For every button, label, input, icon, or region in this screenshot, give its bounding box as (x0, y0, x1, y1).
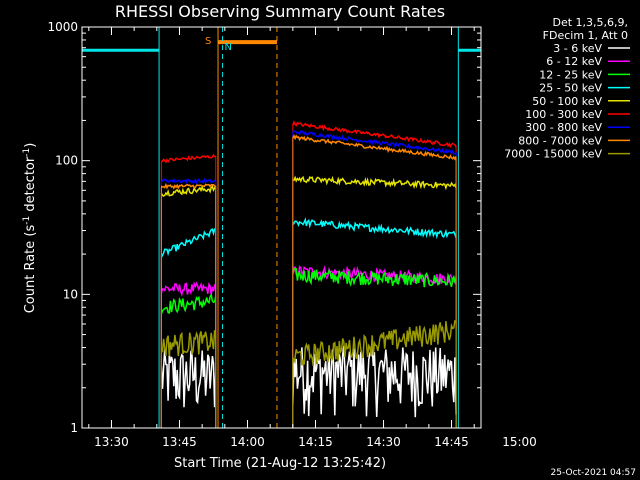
x-tick-label: 14:30 (366, 435, 401, 449)
x-tick-label: 15:00 (502, 435, 537, 449)
series-line (160, 349, 217, 408)
series-line (160, 153, 217, 164)
x-axis-label: Start Time (21-Aug-12 13:25:42) (174, 456, 386, 471)
legend-label: 100 - 300 keV (525, 108, 602, 121)
series-line (160, 182, 217, 190)
y-tick-label: 1000 (47, 20, 78, 34)
plot-area: NS (82, 27, 481, 428)
x-tick-label: 14:00 (230, 435, 265, 449)
legend-label: 300 - 800 keV (525, 121, 602, 134)
x-tick-label: 14:45 (434, 435, 469, 449)
x-tick-label: 13:45 (162, 435, 197, 449)
legend-header-line1: Det 1,3,5,6,9, (552, 16, 628, 29)
x-tick-label: 13:30 (94, 435, 129, 449)
series-line (292, 217, 457, 240)
series-line (160, 292, 217, 315)
series-line (292, 345, 457, 418)
y-label-end: ) (23, 143, 38, 148)
series-line (160, 184, 217, 197)
x-axis: 13:30 13:45 14:00 14:15 14:30 14:45 15:00 (88, 27, 537, 449)
legend-label: 7000 - 15000 keV (504, 148, 602, 161)
series-line (160, 330, 217, 357)
legend-label: 800 - 7000 keV (518, 134, 602, 147)
series-3-6kev (160, 345, 457, 428)
generation-timestamp: 25-Oct-2021 04:57 (551, 468, 636, 478)
y-tick-label: 100 (55, 154, 78, 168)
y-label-mid: detector (23, 156, 38, 216)
y-tick-label: 1 (70, 421, 78, 435)
series-line (292, 268, 457, 288)
y-label-sup1: -1 (22, 216, 32, 225)
legend-label: 3 - 6 keV (553, 42, 602, 55)
series-line (292, 319, 457, 366)
saa-flag-label: S (205, 36, 211, 47)
series-line (292, 120, 457, 149)
legend-label: 25 - 50 keV (539, 82, 602, 95)
y-label-main: Count Rate (s (23, 225, 38, 314)
y-axis: 1 10 100 1000 (47, 20, 481, 435)
y-label-sup2: -1 (22, 148, 32, 157)
night-flag-label: N (225, 42, 232, 53)
legend-header-line2: FDecim 1, Att 0 (543, 29, 628, 42)
x-tick-label: 14:15 (298, 435, 333, 449)
y-axis-label: Count Rate (s-1 detector-1) (22, 143, 38, 314)
series-line (160, 281, 217, 297)
series-line (292, 175, 457, 191)
chart-title: RHESSI Observing Summary Count Rates (115, 2, 445, 21)
series-line (292, 130, 457, 156)
series-line (161, 177, 217, 185)
series-7000-15000kev (160, 319, 457, 428)
legend: Det 1,3,5,6,9, FDecim 1, Att 0 3 - 6 keV… (504, 16, 630, 161)
plot-frame (81, 26, 482, 429)
y-tick-label: 10 (63, 287, 78, 301)
series-line (292, 134, 457, 161)
legend-label: 6 - 12 keV (546, 55, 602, 68)
legend-label: 50 - 100 keV (532, 95, 602, 108)
legend-label: 12 - 25 keV (539, 68, 602, 81)
series-line (160, 228, 216, 258)
